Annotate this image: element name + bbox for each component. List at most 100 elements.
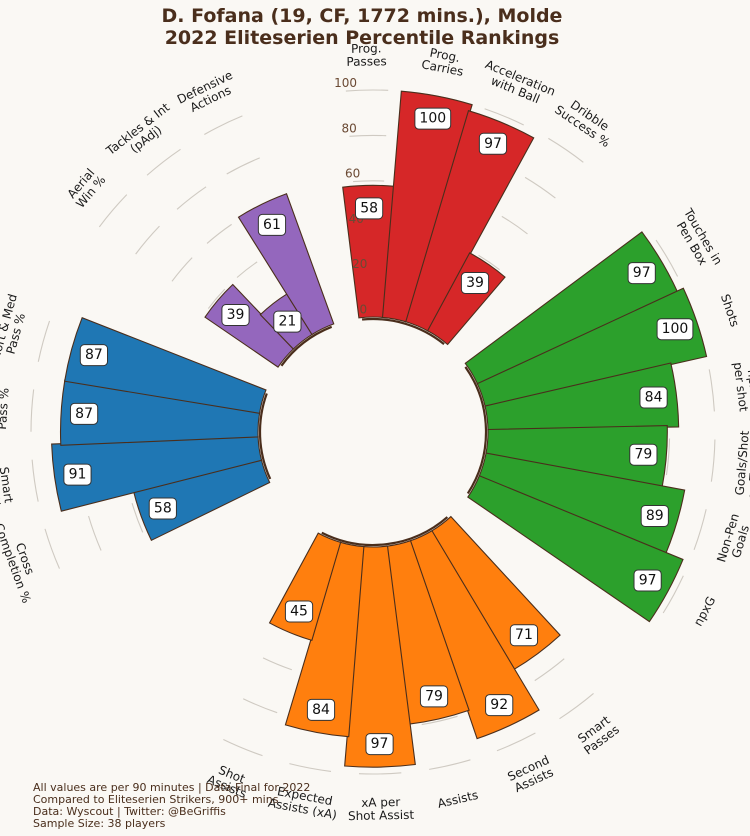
grid-arc — [171, 257, 193, 282]
grid-arc — [353, 180, 385, 183]
value-label: 100 — [656, 318, 694, 341]
grid-arc — [37, 320, 51, 362]
value-label-text: 97 — [633, 265, 651, 281]
grid-arc — [88, 515, 102, 551]
group-arc — [361, 317, 445, 345]
value-label: 89 — [640, 505, 669, 528]
r-tick-label: 60 — [345, 167, 360, 181]
value-label-text: 58 — [154, 500, 172, 516]
value-label-box — [509, 624, 539, 647]
category-label-line: Smart — [0, 466, 16, 504]
value-label-text: 87 — [85, 347, 103, 363]
value-label: 97 — [633, 569, 662, 592]
bar-npxg-per-shot — [484, 362, 680, 431]
value-label-box — [221, 303, 250, 326]
value-label-text: 97 — [484, 136, 502, 152]
value-label-text: 89 — [646, 508, 664, 524]
category-label-line: Pass % — [0, 387, 12, 430]
value-label: 79 — [419, 685, 449, 708]
grid-arc — [501, 215, 528, 235]
category-label-line: Shots — [718, 292, 742, 328]
category-label: DefensiveActions — [175, 68, 241, 119]
grid-arc — [534, 658, 565, 682]
value-label-text: 100 — [419, 111, 446, 127]
group-arc — [321, 516, 449, 547]
grid-arc — [236, 261, 258, 278]
value-label-box — [63, 463, 92, 486]
category-label: Accelerationwith Ball — [478, 57, 557, 111]
grid-arc — [44, 528, 60, 569]
value-label-box — [79, 344, 109, 367]
bar-xa-per-shot-assist — [344, 545, 416, 768]
value-label-box — [639, 386, 668, 409]
value-label: 91 — [63, 463, 92, 486]
value-label-box — [365, 733, 394, 756]
value-label-box — [354, 197, 384, 220]
value-label-text: 39 — [227, 307, 245, 323]
category-label: npxGper shot — [731, 360, 750, 413]
value-label-box — [627, 262, 656, 285]
value-label: 58 — [354, 197, 384, 220]
bar-shots — [476, 287, 708, 408]
grid-arc — [655, 239, 679, 277]
value-label-text: 100 — [662, 321, 689, 337]
category-label: Touches inPen Box — [669, 205, 725, 274]
category-label: LongPass % — [0, 387, 12, 430]
r-tick-label: 0 — [360, 302, 368, 316]
value-label-box — [629, 443, 658, 466]
value-label-text: 39 — [466, 275, 484, 291]
grid-arc — [665, 438, 671, 476]
value-label-box — [460, 272, 490, 295]
value-label-box — [485, 694, 514, 717]
value-label-text: 79 — [634, 447, 652, 463]
footer-line-1: All values are per 90 minutes | Data Fin… — [33, 781, 310, 794]
grid-arc — [242, 698, 278, 714]
category-label-line: Shot Assist — [348, 808, 415, 823]
grid-arc — [207, 288, 226, 309]
grid-arc — [204, 115, 243, 135]
grid-arc — [30, 389, 35, 432]
value-label-text: 84 — [645, 390, 663, 406]
value-labels: 58 91 87 87 39 21 61 58 100 97 39 97 100 84 79 89 97 71 92… — [63, 107, 694, 756]
category-label-line: Prog. — [351, 41, 382, 56]
category-label-line: on Target % — [745, 428, 750, 500]
category-label-line: Passes — [346, 54, 386, 69]
value-label-box — [284, 600, 314, 623]
value-label: 61 — [257, 213, 287, 236]
category-label-line: xA per — [361, 795, 400, 810]
grid-arc — [478, 254, 500, 271]
value-label: 97 — [478, 132, 508, 155]
category-label: xA perShot Assist — [348, 795, 415, 823]
value-label: 84 — [306, 698, 336, 721]
value-label-text: 71 — [515, 627, 533, 643]
value-label: 92 — [485, 694, 514, 717]
category-label: AerialWin % — [63, 165, 108, 211]
grid-arc — [146, 148, 181, 176]
grid-arc — [176, 186, 207, 210]
grid-arc — [349, 134, 387, 137]
bar-acceleration-with-ball — [405, 110, 535, 332]
grid-arc — [223, 739, 263, 757]
value-label: 97 — [365, 733, 394, 756]
grid-arc — [358, 772, 402, 775]
value-label: 39 — [460, 272, 490, 295]
value-label-text: 21 — [278, 314, 296, 330]
value-label: 84 — [639, 386, 668, 409]
category-label: SecondAssists — [505, 753, 556, 796]
value-label-text: 84 — [312, 702, 330, 718]
value-label: 97 — [627, 262, 656, 285]
value-label-text: 45 — [290, 604, 308, 620]
grid-arc — [524, 176, 556, 199]
grid-arc — [289, 763, 332, 772]
category-label: Prog.Passes — [346, 41, 387, 69]
category-label-line: Assists — [436, 788, 479, 811]
value-label: 100 — [414, 107, 452, 130]
footer-line-3: Data: Wyscout | Twitter: @BeGriffis — [33, 805, 226, 818]
grid-arc — [429, 759, 471, 770]
category-label: SmartPasses — [574, 712, 622, 758]
category-label: Tackles & Int(pAdj) — [103, 100, 181, 169]
value-label: 45 — [284, 600, 314, 623]
grid-arc — [559, 692, 594, 720]
value-label-box — [656, 318, 694, 341]
